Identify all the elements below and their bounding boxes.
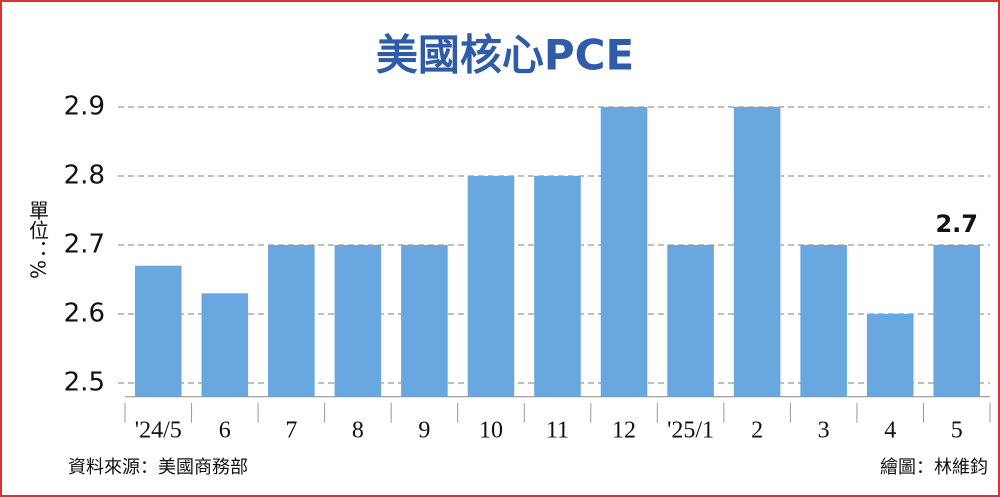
x-tick-label: 11 bbox=[546, 418, 569, 444]
bar bbox=[467, 176, 515, 397]
credit: 繪圖：林維鈞 bbox=[880, 457, 988, 478]
bar bbox=[534, 176, 581, 397]
x-tick-label: 9 bbox=[418, 418, 430, 444]
bar bbox=[866, 314, 914, 397]
x-tick-label: 3 bbox=[818, 418, 830, 444]
bar bbox=[201, 293, 249, 397]
y-axis-label: 單位：% bbox=[26, 200, 50, 279]
bar bbox=[268, 245, 315, 397]
x-tick-label: 6 bbox=[219, 418, 231, 444]
bar bbox=[600, 107, 648, 397]
source: 資料來源：美國商務部 bbox=[68, 457, 248, 478]
y-tick-label: 2.5 bbox=[64, 368, 105, 398]
bar bbox=[667, 245, 714, 397]
x-tick-label: 7 bbox=[285, 418, 297, 444]
x-tick-label: 4 bbox=[884, 418, 896, 444]
bar bbox=[733, 107, 781, 397]
x-tick-label: 12 bbox=[612, 418, 636, 444]
x-tick-label: 10 bbox=[479, 418, 503, 444]
data-label: 2.7 bbox=[935, 210, 978, 238]
y-tick-label: 2.7 bbox=[64, 230, 105, 260]
bar bbox=[134, 265, 182, 397]
bar bbox=[933, 245, 981, 397]
bar bbox=[401, 245, 448, 397]
x-tick-label: '25/1 bbox=[667, 418, 714, 444]
x-tick-label: 8 bbox=[352, 418, 364, 444]
y-tick-label: 2.8 bbox=[64, 161, 105, 191]
x-tick-label: 5 bbox=[951, 418, 963, 444]
chart-title: 美國核心PCE bbox=[376, 31, 634, 80]
bar bbox=[334, 245, 382, 397]
bar bbox=[800, 245, 847, 397]
y-tick-label: 2.9 bbox=[64, 92, 105, 122]
x-tick-label: 2 bbox=[751, 418, 763, 444]
y-tick-label: 2.6 bbox=[64, 299, 105, 329]
x-tick-label: '24/5 bbox=[135, 418, 182, 444]
